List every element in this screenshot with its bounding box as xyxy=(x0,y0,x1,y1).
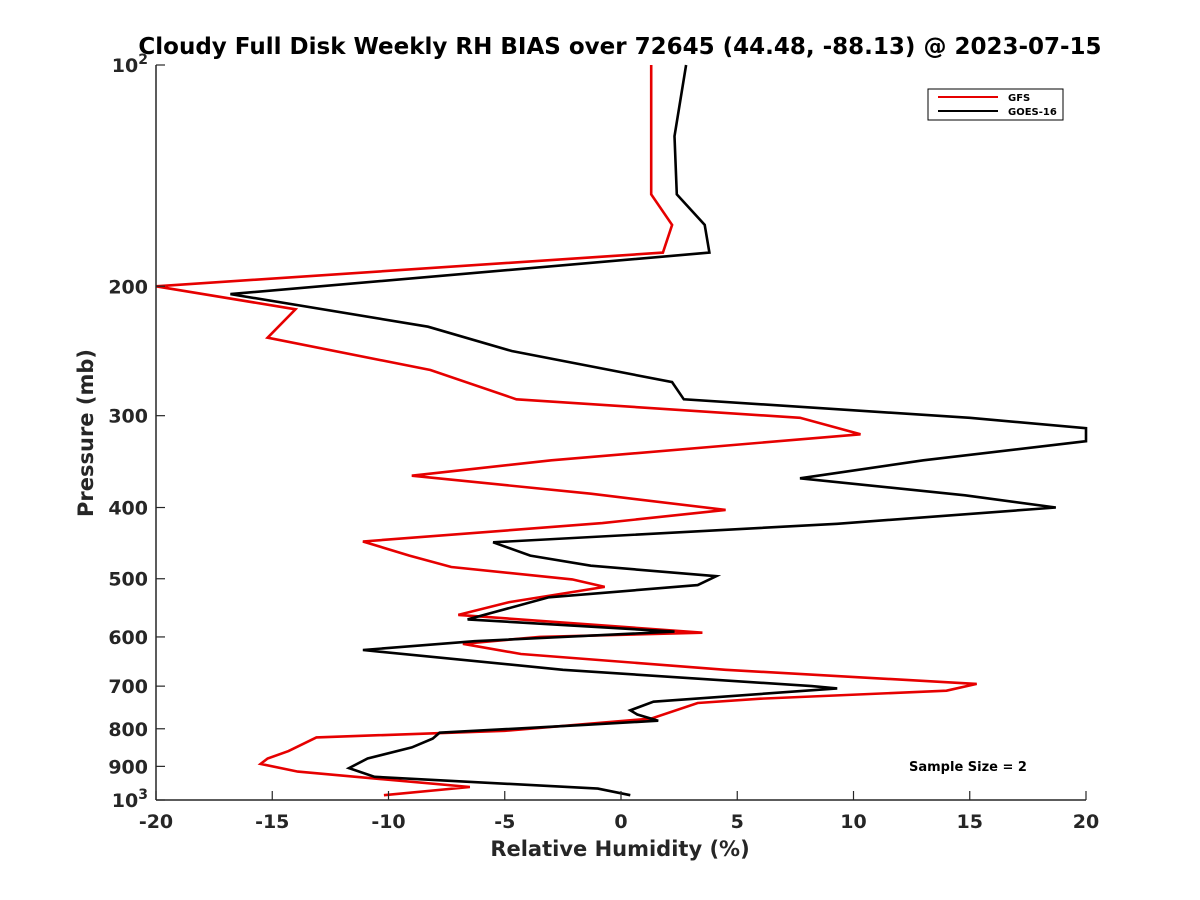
y-tick-label: 102 xyxy=(112,52,148,77)
x-tick-label: -15 xyxy=(255,811,289,833)
x-tick-label: 20 xyxy=(1073,811,1099,833)
y-tick-label: 600 xyxy=(108,627,148,649)
legend: GFS GOES-16 xyxy=(927,88,1064,121)
y-tick-label: 800 xyxy=(108,719,148,741)
series-layer xyxy=(155,64,1088,797)
x-tick-label: -20 xyxy=(139,811,173,833)
x-tick-label: 5 xyxy=(731,811,744,833)
y-tick-label: 103 xyxy=(112,787,148,812)
x-tick-label: -10 xyxy=(371,811,405,833)
y-tick-label: 900 xyxy=(108,756,148,778)
y-tick-label: 400 xyxy=(108,498,148,520)
series-line-gfs xyxy=(155,65,977,797)
chart-title: Cloudy Full Disk Weekly RH BIAS over 726… xyxy=(138,34,1101,60)
series-line-goes16 xyxy=(230,64,1088,797)
x-axis-label: Relative Humidity (%) xyxy=(490,837,749,861)
legend-label-goes16: GOES-16 xyxy=(1008,107,1057,118)
x-tick-label: 0 xyxy=(614,811,627,833)
ticks-layer: -20 -15 -10 -5 0 5 10 15 20 102 200 300 400 500 600 700… xyxy=(108,52,1099,833)
x-tick-label: -5 xyxy=(494,811,515,833)
x-tick-label: 15 xyxy=(957,811,983,833)
y-tick-label: 300 xyxy=(108,406,148,428)
x-tick-label: 10 xyxy=(840,811,866,833)
y-tick-label: 700 xyxy=(108,676,148,698)
legend-box xyxy=(927,88,1064,121)
y-axis-label: Pressure (mb) xyxy=(74,349,98,517)
legend-label-gfs: GFS xyxy=(1008,93,1030,104)
y-tick-label: 500 xyxy=(108,569,148,591)
y-tick-label: 200 xyxy=(108,276,148,298)
sample-size-annotation: Sample Size = 2 xyxy=(909,760,1027,775)
